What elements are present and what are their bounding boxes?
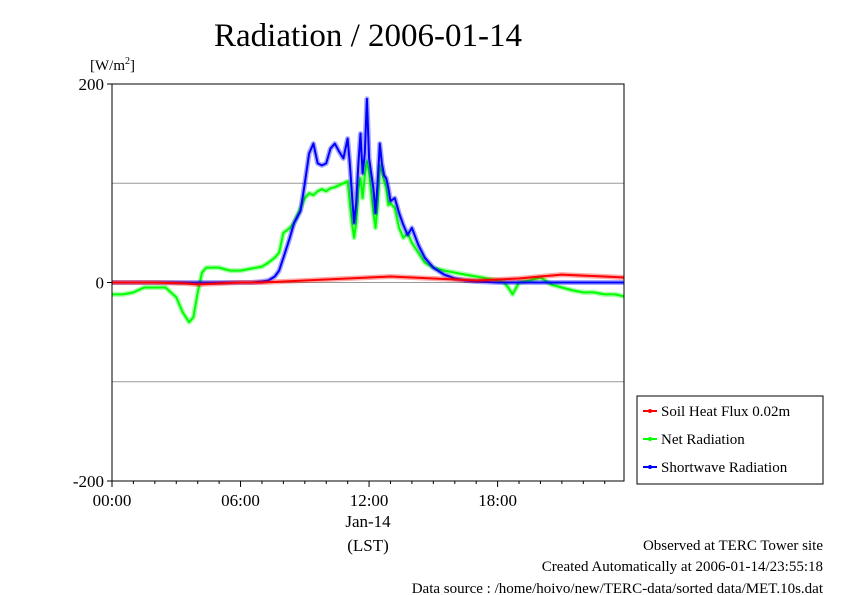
x-tick-label: 12:00 [350, 491, 389, 510]
legend-net-radiation-marker [648, 437, 652, 441]
legend-shortwave-radiation-marker [648, 465, 652, 469]
y-tick-label: 0 [96, 274, 105, 293]
legend-soil-heat-flux-0-02m-marker [648, 409, 652, 413]
footer-created: Created Automatically at 2006-01-14/23:5… [542, 559, 823, 575]
chart-title: Radiation / 2006-01-14 [214, 18, 522, 54]
series-soil-heat-flux-0-02m-line [112, 273, 625, 286]
legend: Soil Heat Flux 0.02m Net Radiation Shortwa… [636, 395, 824, 485]
footer-data-source: Data source : /home/hoivo/new/TERC-data/… [412, 581, 824, 595]
x-tick-label: 18:00 [478, 491, 517, 510]
x-axis-title: (LST) [347, 536, 389, 555]
y-tick-label: 200 [79, 75, 105, 94]
series-net-radiation-line [112, 160, 625, 324]
y-axis-unit-superscript: 2 [125, 56, 130, 67]
y-axis-unit-base: [W/m [90, 58, 125, 74]
y-axis: 200 0 -200 [73, 75, 112, 491]
y-axis-unit-close: ] [130, 58, 135, 74]
footer-observed: Observed at TERC Tower site [643, 538, 823, 554]
x-tick-label: 06:00 [221, 491, 260, 510]
series-net-radiation-halo [112, 158, 625, 325]
x-axis-date-label: Jan-14 [345, 512, 391, 531]
legend-net-radiation-label: Net Radiation [661, 432, 745, 448]
y-tick-label: -200 [73, 472, 104, 491]
x-axis: 00:00 06:00 12:00 18:00 [93, 481, 606, 510]
y-axis-unit-label: [W/m2] [90, 56, 135, 74]
x-tick-label: 00:00 [93, 491, 132, 510]
legend-box [636, 395, 824, 485]
series-shortwave-radiation-line [112, 97, 624, 284]
legend-soil-heat-flux-0-02m-label: Soil Heat Flux 0.02m [661, 404, 791, 420]
legend-shortwave-radiation-label: Shortwave Radiation [661, 460, 788, 476]
series-layer [112, 96, 625, 325]
